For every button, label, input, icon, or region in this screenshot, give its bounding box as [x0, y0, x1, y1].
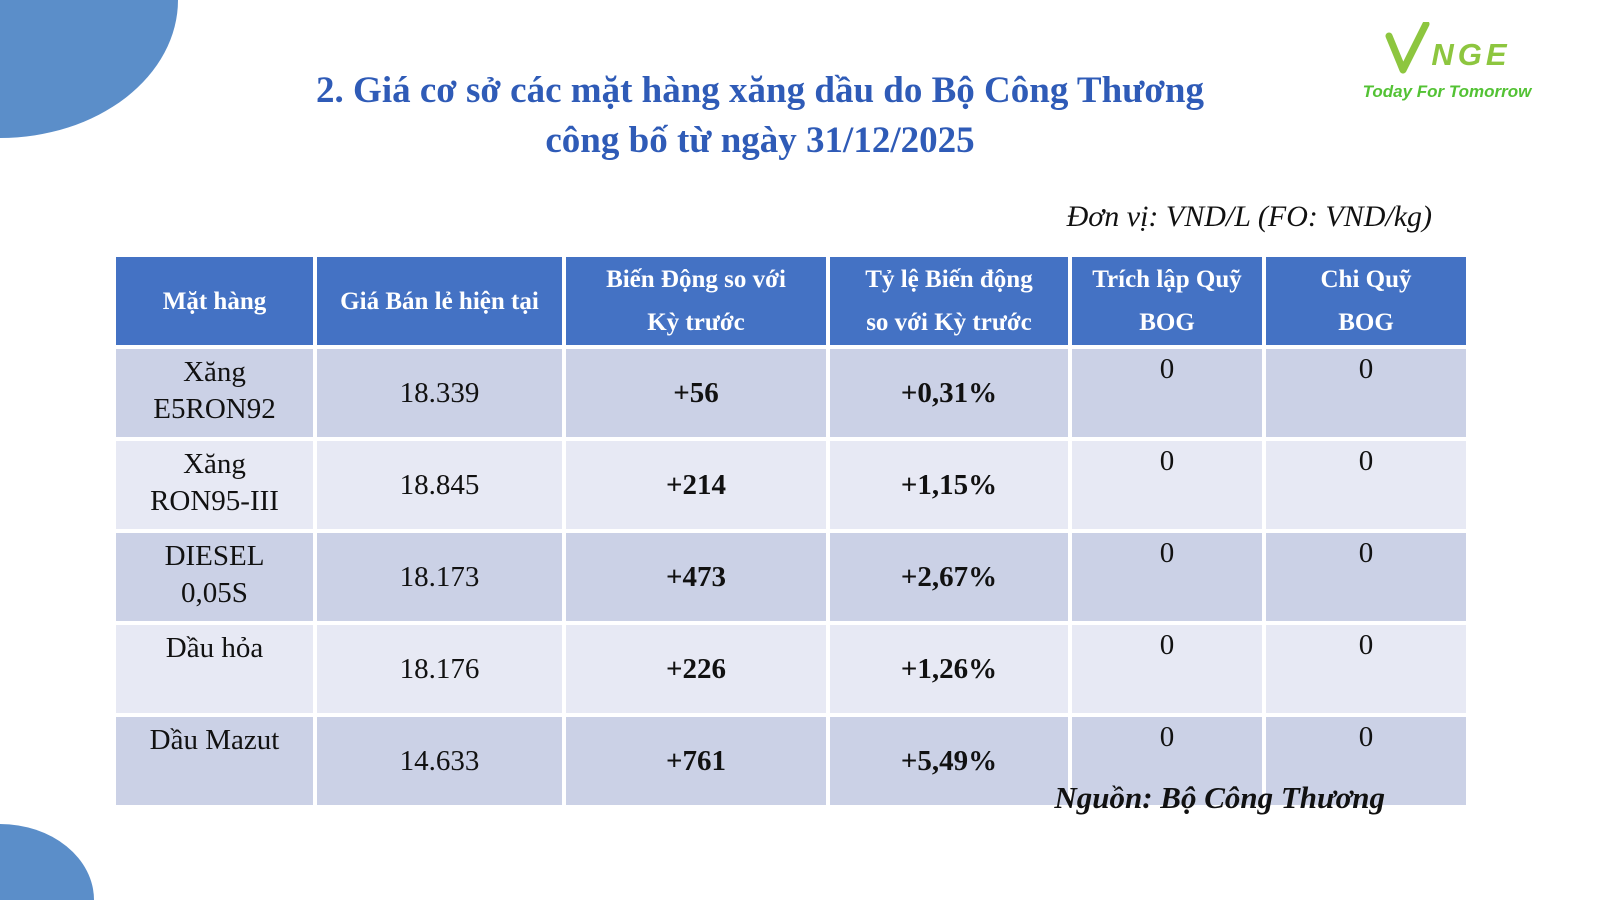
header-change-percent-line2: so với Kỳ trước [866, 309, 1032, 336]
change-cell: +761 [564, 715, 828, 807]
change-cell: +214 [564, 439, 828, 531]
logo-brand-text: NGE [1431, 37, 1511, 72]
table-row: Xăng RON95-III 18.845 +214 +1,15% 0 0 [114, 439, 1468, 531]
bog-spend-cell: 0 [1264, 623, 1468, 715]
product-name-cell: Xăng RON95-III [114, 439, 315, 531]
product-name-cell: Dầu hỏa [114, 623, 315, 715]
product-name-line1: DIESEL [164, 540, 265, 572]
header-change: Biến Động so với Kỳ trước [564, 255, 828, 347]
bog-setup-cell: 0 [1070, 439, 1264, 531]
product-name-line2: E5RON92 [153, 393, 276, 425]
slide-title-line2: công bố từ ngày 31/12/2025 [545, 120, 975, 161]
bog-spend-cell: 0 [1264, 439, 1468, 531]
header-change-line2: Kỳ trước [647, 309, 745, 336]
bog-setup-cell: 0 [1070, 715, 1264, 807]
product-name-line1: Dầu Mazut [149, 724, 280, 756]
vnge-logo: NGE Today For Tomorrow [1352, 22, 1542, 102]
header-bog-setup: Trích lập Quỹ BOG [1070, 255, 1264, 347]
header-retail-price: Giá Bán lẻ hiện tại [315, 255, 564, 347]
product-name-cell: DIESEL 0,05S [114, 531, 315, 623]
product-name-cell: Xăng E5RON92 [114, 347, 315, 439]
header-bog-setup-line1: Trích lập Quỹ [1092, 266, 1242, 293]
unit-note: Đơn vị: VND/L (FO: VND/kg) [1066, 200, 1432, 233]
change-cell: +56 [564, 347, 828, 439]
table-header-row: Mặt hàng Giá Bán lẻ hiện tại Biến Động s… [114, 255, 1468, 347]
change-percent-cell: +1,15% [828, 439, 1070, 531]
header-bog-spend: Chi Quỹ BOG [1264, 255, 1468, 347]
table-row: Xăng E5RON92 18.339 +56 +0,31% 0 0 [114, 347, 1468, 439]
corner-swoosh-bottom-left [0, 824, 94, 900]
bog-setup-cell: 0 [1070, 623, 1264, 715]
slide-title: 2. Giá cơ sở các mặt hàng xăng dầu do Bộ… [40, 66, 1480, 166]
retail-price-cell: 14.633 [315, 715, 564, 807]
header-bog-spend-line1: Chi Quỹ [1320, 266, 1412, 293]
table-row: DIESEL 0,05S 18.173 +473 +2,67% 0 0 [114, 531, 1468, 623]
product-name-line1: Xăng [183, 448, 246, 480]
table-row: Dầu hỏa 18.176 +226 +1,26% 0 0 [114, 623, 1468, 715]
change-percent-cell: +1,26% [828, 623, 1070, 715]
header-change-line1: Biến Động so với [606, 266, 786, 293]
retail-price-cell: 18.173 [315, 531, 564, 623]
retail-price-cell: 18.845 [315, 439, 564, 531]
product-name-cell: Dầu Mazut [114, 715, 315, 807]
source-note: Nguồn: Bộ Công Thương [1054, 780, 1385, 815]
header-change-percent-line1: Tỷ lệ Biến động [865, 266, 1033, 293]
product-name-line1: Dầu hỏa [165, 632, 264, 664]
bog-spend-cell: 0 [1264, 531, 1468, 623]
change-cell: +473 [564, 531, 828, 623]
bog-setup-cell: 0 [1070, 531, 1264, 623]
product-name-line1: Xăng [183, 356, 246, 388]
retail-price-cell: 18.176 [315, 623, 564, 715]
bog-spend-cell: 0 [1264, 715, 1468, 807]
header-bog-setup-line2: BOG [1139, 309, 1195, 336]
bog-setup-cell: 0 [1070, 347, 1264, 439]
change-percent-cell: +0,31% [828, 347, 1070, 439]
logo-tagline: Today For Tomorrow [1362, 82, 1532, 101]
header-product-line1: Mặt hàng [162, 287, 267, 315]
retail-price-cell: 18.339 [315, 347, 564, 439]
header-bog-spend-line2: BOG [1338, 309, 1394, 336]
change-percent-cell: +2,67% [828, 531, 1070, 623]
checkmark-v-icon [1383, 22, 1431, 74]
slide-title-line1: 2. Giá cơ sở các mặt hàng xăng dầu do Bộ… [316, 70, 1204, 111]
change-percent-cell: +5,49% [828, 715, 1070, 807]
header-product: Mặt hàng [114, 255, 315, 347]
product-name-line2: RON95-III [150, 485, 279, 517]
change-cell: +226 [564, 623, 828, 715]
fuel-price-table: Mặt hàng Giá Bán lẻ hiện tại Biến Động s… [114, 255, 1468, 807]
header-retail-price-line1: Giá Bán lẻ hiện tại [340, 287, 539, 315]
table-row: Dầu Mazut 14.633 +761 +5,49% 0 0 [114, 715, 1468, 807]
product-name-line2: 0,05S [181, 577, 248, 609]
bog-spend-cell: 0 [1264, 347, 1468, 439]
header-change-percent: Tỷ lệ Biến động so với Kỳ trước [828, 255, 1070, 347]
